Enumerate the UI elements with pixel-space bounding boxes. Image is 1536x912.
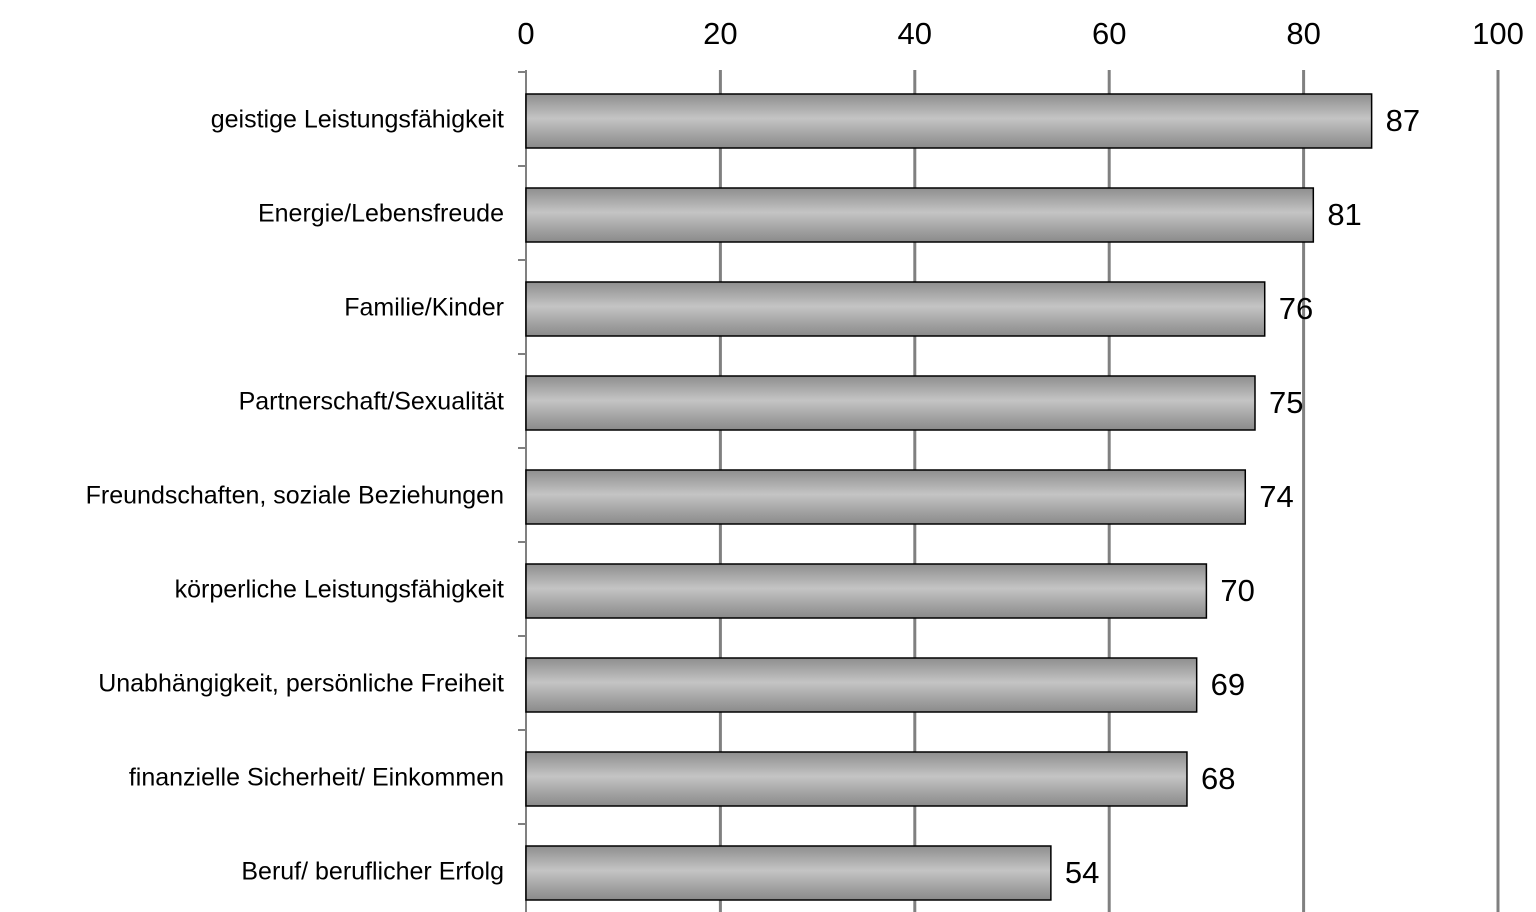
x-tick-label-40: 40 xyxy=(898,16,932,51)
data-label-1: 87 xyxy=(1386,103,1420,138)
category-labels: geistige Leistungsfähigkeit Energie/Leben… xyxy=(86,106,504,886)
bar-9 xyxy=(525,845,1052,901)
category-label-5: Freundschaften, soziale Beziehungen xyxy=(86,482,504,510)
category-label-1: geistige Leistungsfähigkeit xyxy=(211,106,504,134)
bar-2 xyxy=(525,187,1315,243)
category-label-4: Partnerschaft/Sexualität xyxy=(239,388,504,416)
x-tick-label-20: 20 xyxy=(703,16,737,51)
data-label-6: 70 xyxy=(1220,573,1254,608)
x-tick-label-60: 60 xyxy=(1092,16,1126,51)
bar-5 xyxy=(525,469,1247,525)
x-tick-label-80: 80 xyxy=(1286,16,1320,51)
bar-3 xyxy=(525,281,1266,337)
data-label-2: 81 xyxy=(1327,197,1361,232)
category-label-9: Beruf/ beruflicher Erfolg xyxy=(241,858,504,886)
category-label-8: finanzielle Sicherheit/ Einkommen xyxy=(129,764,504,792)
data-label-9: 54 xyxy=(1065,855,1099,890)
category-label-3: Familie/Kinder xyxy=(344,294,504,322)
bars xyxy=(525,93,1373,901)
data-label-4: 75 xyxy=(1269,385,1303,420)
bar-8 xyxy=(525,751,1188,807)
data-labels: 87 81 76 75 74 70 69 68 54 xyxy=(1065,103,1420,890)
category-axis xyxy=(518,70,527,912)
data-label-7: 69 xyxy=(1211,667,1245,702)
bar-4 xyxy=(525,375,1256,431)
data-label-8: 68 xyxy=(1201,761,1235,796)
category-label-6: körperliche Leistungsfähigkeit xyxy=(175,576,504,604)
data-label-3: 76 xyxy=(1279,291,1313,326)
x-tick-label-100: 100 xyxy=(1472,16,1524,51)
category-label-7: Unabhängigkeit, persönliche Freiheit xyxy=(98,670,504,698)
data-label-5: 74 xyxy=(1259,479,1293,514)
bar-7 xyxy=(525,657,1198,713)
x-tick-label-0: 0 xyxy=(517,16,534,51)
bar-6 xyxy=(525,563,1208,619)
x-axis-tick-labels: 0 20 40 60 80 100 xyxy=(517,16,1523,51)
bar-1 xyxy=(525,93,1373,149)
category-label-2: Energie/Lebensfreude xyxy=(258,200,504,228)
